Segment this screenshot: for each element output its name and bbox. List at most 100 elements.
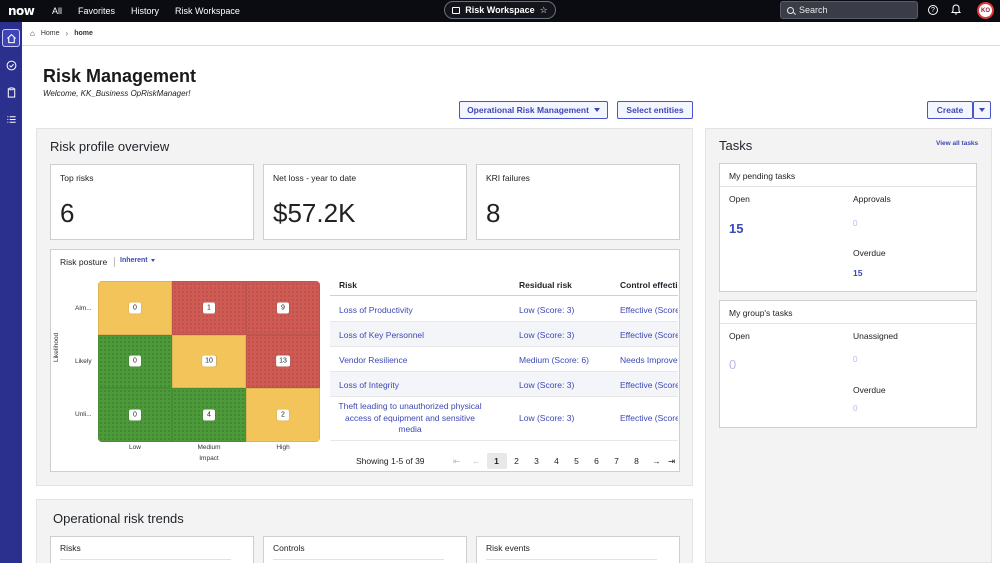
risk-link[interactable]: Loss of Productivity [339, 305, 413, 315]
breadcrumb-home[interactable]: Home [40, 30, 60, 37]
heatmap-cell[interactable]: 1 [172, 281, 246, 335]
risk-link[interactable]: Loss of Integrity [339, 380, 400, 390]
heatmap-cell[interactable]: 0 [98, 281, 172, 335]
select-entities-button[interactable]: Select entities [617, 101, 693, 119]
residual-risk-link[interactable]: Low (Score: 3) [519, 380, 575, 390]
heatmap-cell[interactable]: 4 [172, 388, 246, 442]
table-row[interactable]: Vendor Resilience Medium (Score: 6) Need… [330, 347, 678, 372]
operational-risk-management-dropdown[interactable]: Operational Risk Management [459, 101, 608, 119]
divider [720, 323, 976, 324]
heatmap-cell-count: 2 [277, 409, 289, 421]
col-risk[interactable]: Risk [339, 280, 357, 290]
check-circle-rail-icon[interactable] [2, 56, 20, 74]
tasks-title: Tasks [719, 138, 753, 153]
caret-down-icon [150, 259, 155, 262]
list-rail-icon[interactable] [2, 110, 20, 128]
table-row[interactable]: Loss of Integrity Low (Score: 3) Effecti… [330, 372, 678, 397]
home-icon[interactable]: ⌂ [30, 29, 35, 38]
inherent-dropdown-label: Inherent [120, 257, 148, 264]
open-label: Open [729, 194, 750, 204]
servicenow-logo[interactable]: now [8, 4, 35, 18]
col-control-effectiveness[interactable]: Control effecti [620, 280, 678, 290]
user-avatar[interactable]: KO [977, 2, 994, 19]
nav-all[interactable]: All [52, 6, 63, 16]
clipboard-rail-icon[interactable] [2, 83, 20, 101]
inherent-dropdown[interactable]: Inherent [120, 257, 155, 264]
page-button[interactable]: 3 [534, 456, 539, 466]
risk-heatmap: 0 1 9 0 10 13 0 4 2 [98, 281, 320, 442]
table-row[interactable]: Loss of Productivity Low (Score: 3) Effe… [330, 297, 678, 322]
heatmap-cell-count: 10 [202, 355, 216, 367]
heatmap-cell-count: 0 [129, 409, 141, 421]
page-button[interactable]: 5 [574, 456, 579, 466]
risk-profile-overview-panel: Risk profile overview Top risks 6 Net lo… [36, 128, 693, 486]
nav-risk-workspace[interactable]: Risk Workspace [175, 6, 240, 16]
approvals-label: Approvals [853, 194, 891, 204]
heatmap-cell[interactable]: 10 [172, 334, 246, 389]
top-risks-card[interactable]: Top risks 6 [50, 164, 254, 240]
nav-favorites[interactable]: Favorites [78, 6, 116, 16]
open-count[interactable]: 15 [729, 221, 744, 236]
bell-icon[interactable] [950, 4, 962, 16]
overdue-label: Overdue [853, 248, 886, 258]
star-icon[interactable]: ☆ [539, 4, 548, 15]
next-page-icon[interactable]: → [652, 456, 661, 466]
left-rail [0, 22, 22, 563]
first-page-icon[interactable]: ⇤ [452, 455, 461, 466]
heatmap-cell[interactable]: 13 [246, 334, 320, 389]
top-navigation-bar: now All Favorites History Risk Workspace… [0, 0, 1000, 22]
global-search[interactable]: Search [780, 1, 918, 19]
residual-risk-link[interactable]: Low (Score: 3) [519, 305, 575, 315]
kri-failures-value: 8 [486, 198, 501, 228]
overdue-count[interactable]: 15 [853, 268, 863, 278]
table-row[interactable]: Loss of Key Personnel Low (Score: 3) Eff… [330, 322, 678, 347]
help-icon[interactable]: ? [928, 5, 938, 15]
page-button[interactable]: 8 [634, 456, 639, 466]
page-button[interactable]: 4 [554, 456, 559, 466]
kri-failures-card[interactable]: KRI failures 8 [476, 164, 680, 240]
create-menu-button[interactable] [973, 101, 991, 119]
risk-events-trend-label: Risk events [486, 543, 530, 553]
home-rail-icon[interactable] [2, 29, 20, 47]
residual-risk-link[interactable]: Low (Score: 3) [519, 413, 575, 423]
last-page-icon[interactable]: ⇥ [667, 455, 676, 466]
nav-links: All Favorites History Risk Workspace [44, 6, 248, 16]
approvals-count[interactable]: 0 [853, 219, 858, 228]
heatmap-cell[interactable]: 0 [98, 388, 172, 442]
prev-page-icon[interactable]: ← [472, 456, 481, 466]
create-button[interactable]: Create [927, 101, 973, 119]
view-all-tasks-link[interactable]: View all tasks [936, 140, 979, 147]
risk-posture-title: Risk posture [60, 257, 108, 267]
open-label: Open [729, 331, 750, 341]
control-effectiveness-link[interactable]: Effective (Score [620, 305, 678, 315]
workspace-pill[interactable]: Risk Workspace ☆ [444, 1, 556, 19]
workspace-pill-label: Risk Workspace [465, 5, 535, 15]
residual-risk-link[interactable]: Low (Score: 3) [519, 330, 575, 340]
welcome-message: Welcome, KK_Business OpRiskManager! [43, 89, 191, 98]
heatmap-cell[interactable]: 0 [98, 334, 172, 389]
residual-risk-link[interactable]: Medium (Score: 6) [519, 355, 589, 365]
unassigned-count[interactable]: 0 [853, 355, 858, 364]
pagination: Showing 1-5 of 39 ⇤ ← 1 2 3 4 5 6 7 8 → … [356, 453, 677, 469]
risk-link[interactable]: Vendor Resilience [339, 355, 408, 365]
page-button[interactable]: 1 [486, 453, 507, 469]
page-button[interactable]: 2 [514, 456, 519, 466]
risk-link[interactable]: Theft leading to unauthorized physical a… [338, 401, 482, 434]
net-loss-card[interactable]: Net loss - year to date $57.2K [263, 164, 467, 240]
control-effectiveness-link[interactable]: Effective (Score [620, 380, 678, 390]
risk-link[interactable]: Loss of Key Personnel [339, 330, 425, 340]
control-effectiveness-link[interactable]: Needs Improve [620, 355, 678, 365]
page-button[interactable]: 7 [614, 456, 619, 466]
heatmap-cell[interactable]: 2 [246, 388, 320, 442]
control-effectiveness-link[interactable]: Effective (Score [620, 413, 678, 423]
page-button[interactable]: 6 [594, 456, 599, 466]
heatmap-cell[interactable]: 9 [246, 281, 320, 335]
col-residual-risk[interactable]: Residual risk [519, 280, 572, 290]
control-effectiveness-link[interactable]: Effective (Score [620, 330, 678, 340]
nav-history[interactable]: History [131, 6, 160, 16]
risk-table-header: Risk Residual risk Control effecti [330, 274, 678, 296]
open-count[interactable]: 0 [729, 357, 737, 372]
overdue-count[interactable]: 0 [853, 404, 858, 413]
caret-down-icon [593, 108, 600, 112]
table-row[interactable]: Theft leading to unauthorized physical a… [330, 397, 678, 441]
